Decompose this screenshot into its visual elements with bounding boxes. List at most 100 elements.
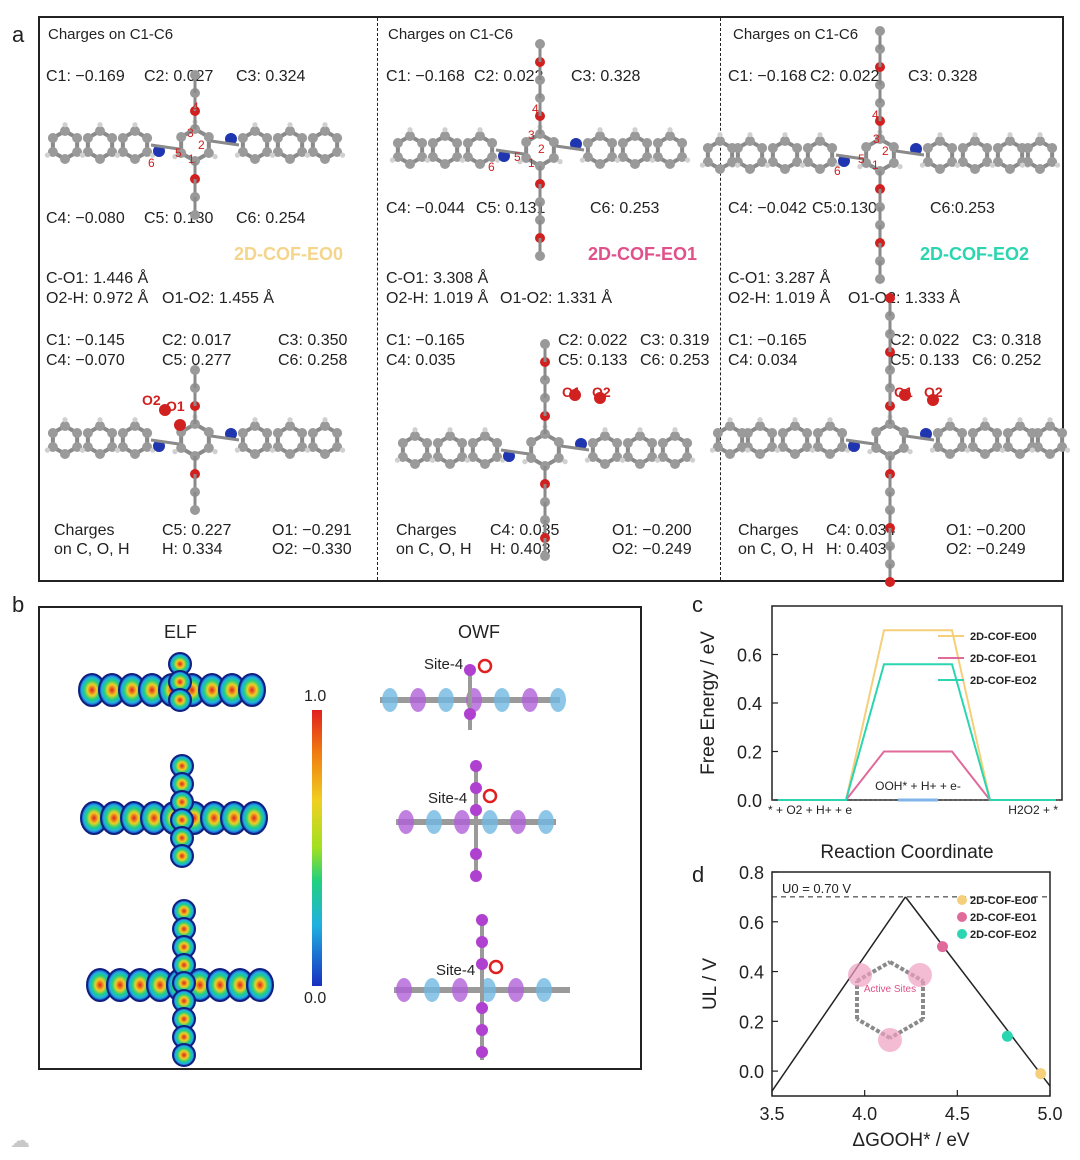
carbon-atom — [790, 449, 800, 459]
hydrogen-atom — [827, 417, 833, 423]
carbon-atom — [480, 431, 490, 441]
x-axis-label: Reaction Coordinate — [820, 842, 993, 863]
carbon-atom — [712, 428, 723, 438]
hydrogen-atom — [322, 417, 328, 423]
bond — [560, 444, 590, 452]
y-tick-label: 0.6 — [737, 646, 762, 666]
hydrogen-atom — [62, 122, 68, 128]
owf-oxygen — [476, 936, 488, 948]
panel-d-label: d — [692, 862, 705, 887]
atom-label-2: 2 — [198, 138, 205, 152]
y-axis-label: UL / V — [700, 958, 721, 1010]
carbon-atom — [492, 452, 503, 462]
hydrogen-atom — [757, 417, 763, 423]
owf-lobe — [438, 688, 454, 712]
charge-c5: C5: 0.131 — [476, 200, 546, 217]
carbon-atom — [176, 132, 187, 142]
carbon-atom — [492, 438, 503, 448]
site-label: Site-4 — [424, 656, 464, 673]
carbon-atom — [745, 164, 755, 174]
dist-o2-h: O2-H: 1.019 Å — [728, 290, 831, 307]
carbon-atom — [777, 428, 788, 438]
atom-label-5: 5 — [858, 152, 865, 166]
carbon-atom — [190, 210, 200, 220]
oxygen-atom — [174, 419, 186, 431]
elf-lobe — [168, 688, 192, 712]
panel-a-frame — [38, 16, 1064, 582]
carbon-atom — [72, 147, 83, 157]
bot-c3: C3: 0.319 — [640, 332, 710, 349]
carbon-atom — [297, 133, 308, 143]
carbon-atom — [60, 421, 70, 431]
carbon-atom — [957, 442, 968, 452]
carbon-atom — [480, 459, 490, 469]
hydrogen-atom — [809, 447, 816, 453]
hydrogen-atom — [429, 457, 436, 463]
hydrogen-atom — [97, 122, 103, 128]
carbon-atom — [612, 438, 623, 448]
carbon-atom — [682, 438, 693, 448]
elf-title: ELF — [164, 622, 198, 642]
carbon-atom — [47, 428, 58, 438]
hydrogen-atom — [637, 427, 643, 433]
carbon-atom — [237, 133, 248, 143]
o1-label: O1 — [166, 398, 185, 414]
volcano-chart: 0.0 0.2 0.4 0.6 0.8 3.5 4.0 4.5 5.0 UL / V ΔGOOH* … — [700, 863, 1063, 1151]
carbon-atom — [767, 428, 778, 438]
state-label-right: H2O2 + * — [1008, 803, 1058, 817]
y-tick-label: 0.6 — [739, 913, 764, 933]
elf-owf-maps — [78, 652, 570, 1067]
carbon-atom — [622, 438, 633, 448]
carbon-atom — [142, 147, 153, 157]
carbon-atom — [397, 438, 408, 448]
owf-lobe — [494, 688, 510, 712]
owf-lobe — [522, 688, 538, 712]
carbon-atom — [945, 449, 955, 459]
bot-c6: C6: 0.252 — [972, 352, 1042, 369]
charge-value-2: H: 0.403 — [826, 541, 887, 558]
dist-o2-h: O2-H: 0.972 Å — [46, 290, 149, 307]
oxygen-atom — [594, 392, 606, 404]
bot-c5: C5: 0.133 — [890, 352, 960, 369]
atom-label-4: 4 — [532, 102, 539, 116]
carbon-atom — [1047, 143, 1058, 153]
carbon-atom — [521, 137, 532, 147]
carbon-atom — [1015, 421, 1025, 431]
charge-c6: C6: 0.253 — [590, 200, 660, 217]
hydrogen-atom — [744, 447, 751, 453]
charge-c3: C3: 0.328 — [571, 68, 641, 85]
hydrogen-atom — [287, 417, 293, 423]
carbon-atom — [307, 147, 318, 157]
atom-label-3: 3 — [528, 128, 535, 142]
owf-lobe — [482, 810, 498, 834]
owf-lobe — [538, 810, 554, 834]
carbon-atom — [190, 505, 200, 515]
carbon-atom — [427, 152, 438, 162]
carbon-atom — [332, 133, 343, 143]
carbon-atom — [992, 442, 1003, 452]
owf-oxygen — [476, 1046, 488, 1058]
bot-c2: C2: 0.022 — [558, 332, 628, 349]
hydrogen-atom — [97, 417, 103, 423]
carbon-atom — [888, 142, 899, 152]
bond — [150, 438, 180, 446]
carbon-atom — [967, 442, 978, 452]
owf-lobe — [382, 688, 398, 712]
bond — [210, 139, 240, 147]
elf-lobe — [246, 968, 274, 1002]
oxygen-atom — [899, 389, 911, 401]
state-label-mid: OOH* + H+ + e- — [875, 779, 961, 793]
bot-c5: C5: 0.133 — [558, 352, 628, 369]
hydrogen-atom — [649, 157, 656, 163]
carbon-atom — [837, 442, 848, 452]
carbon-atom — [1045, 421, 1055, 431]
carbon-atom — [117, 442, 128, 452]
owf-lobe — [510, 810, 526, 834]
hydrogen-atom — [709, 447, 716, 453]
owf-lobe — [508, 978, 524, 1002]
y-axis-label: Free Energy / eV — [698, 631, 719, 775]
carbon-atom — [320, 154, 330, 164]
legend-label: 2D-COF-EO1 — [970, 653, 1037, 665]
carbon-atom — [957, 143, 968, 153]
elf-lobe — [240, 801, 268, 835]
